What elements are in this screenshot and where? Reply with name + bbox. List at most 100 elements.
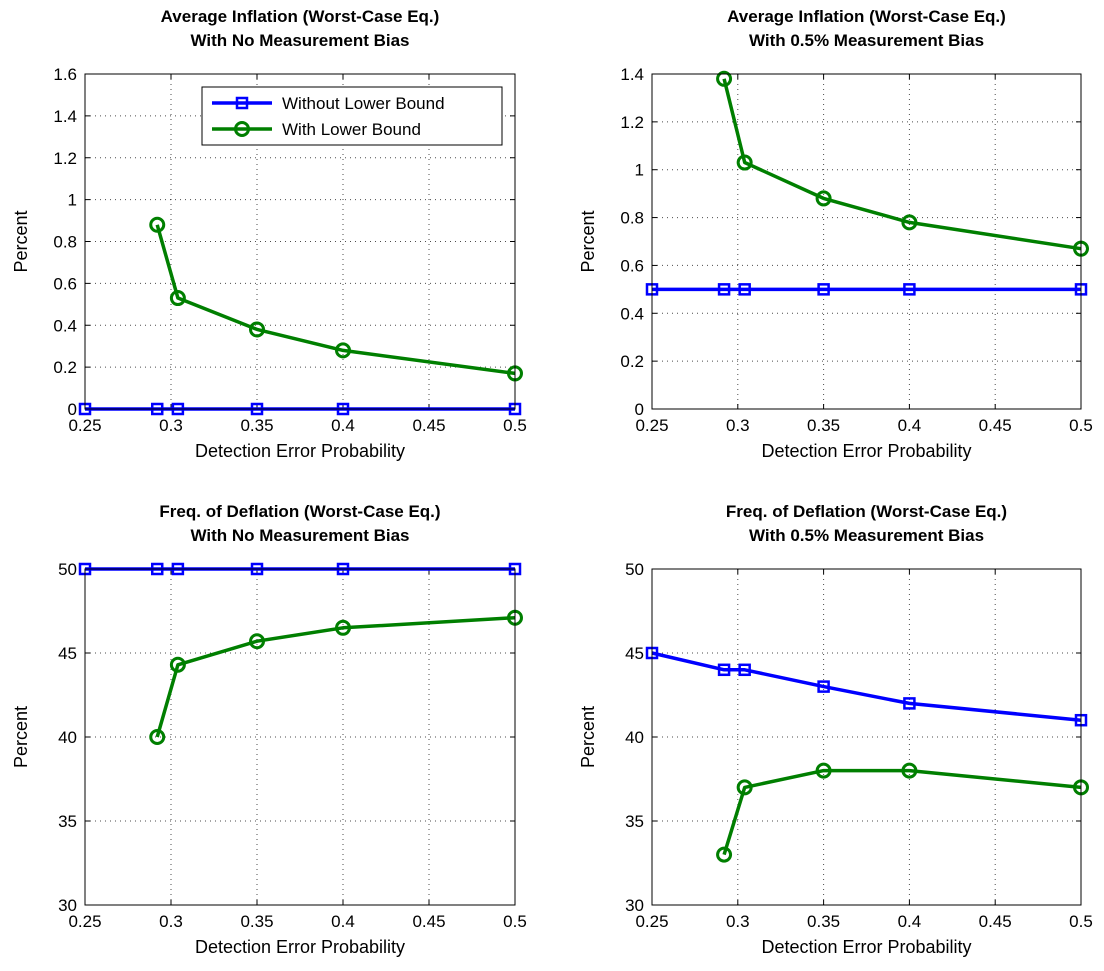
legend-entry-label: With Lower Bound — [282, 120, 421, 139]
legend-entry-label: Without Lower Bound — [282, 94, 445, 113]
y-tick-label: 1.6 — [53, 65, 77, 84]
x-tick-label: 0.3 — [726, 912, 750, 931]
data-point-circle — [335, 619, 351, 636]
legend-marker-circle — [234, 121, 250, 137]
chart-title-line-1: Average Inflation (Worst-Case Eq.) — [727, 7, 1006, 26]
y-tick-label: 30 — [625, 896, 644, 915]
plot-frame — [651, 568, 1082, 906]
y-axis-label: Percent — [578, 706, 598, 768]
x-axis-label: Detection Error Probability — [761, 937, 971, 957]
data-point-circle — [149, 216, 166, 233]
x-tick-label: 0.5 — [503, 912, 527, 931]
x-axis-label: Detection Error Probability — [195, 441, 405, 461]
x-tick-label: 0.45 — [979, 912, 1012, 931]
legend: Without Lower Bound With Lower Bound — [201, 86, 503, 146]
series-line-2 — [155, 224, 516, 376]
x-tick-label: 0.3 — [159, 416, 183, 435]
y-tick-label: 0.4 — [620, 304, 644, 323]
x-tick-label: 0.5 — [1069, 912, 1093, 931]
x-tick-label: 0.4 — [898, 416, 922, 435]
y-tick-label: 35 — [625, 812, 644, 831]
y-tick-label: 50 — [58, 560, 77, 579]
data-point-circle — [815, 190, 832, 207]
y-tick-label: 1 — [635, 161, 644, 180]
x-tick-label: 0.45 — [412, 416, 445, 435]
x-tick-label: 0.25 — [68, 912, 101, 931]
data-point-square — [738, 663, 751, 677]
data-point-circle — [716, 70, 733, 87]
data-point-square — [717, 283, 731, 296]
y-tick-label: 0.4 — [53, 316, 77, 335]
y-tick-label: 35 — [58, 812, 77, 831]
y-tick-label: 1.4 — [53, 107, 77, 126]
chart-title-line-2: With 0.5% Measurement Bias — [749, 526, 984, 545]
y-tick-label: 40 — [625, 728, 644, 747]
series-line-2 — [155, 615, 516, 738]
data-point-square — [903, 697, 916, 710]
y-tick-label: 0 — [68, 400, 77, 419]
data-point-square — [903, 283, 916, 296]
y-tick-label: 0.8 — [620, 209, 644, 228]
y-tick-label: 30 — [58, 896, 77, 915]
plot-area — [652, 74, 1081, 409]
x-tick-label: 0.45 — [979, 416, 1012, 435]
plot-frame — [84, 568, 516, 906]
x-axis-label: Detection Error Probability — [195, 937, 405, 957]
chart-title-line-2: With 0.5% Measurement Bias — [749, 31, 984, 50]
series-line-2 — [722, 768, 1082, 856]
legend-box — [201, 86, 503, 146]
data-point-circle — [169, 656, 186, 673]
data-point-square — [738, 283, 751, 296]
chart-title-line-1: Average Inflation (Worst-Case Eq.) — [161, 7, 440, 26]
x-axis-label: Detection Error Probability — [761, 441, 971, 461]
x-tick-label: 0.4 — [898, 912, 922, 931]
y-axis-label: Percent — [578, 210, 598, 272]
y-tick-label: 0 — [635, 400, 644, 419]
y-tick-label: 0.8 — [53, 233, 77, 252]
plot-frame — [84, 73, 516, 410]
x-tick-label: 0.25 — [635, 416, 668, 435]
series-line-1 — [651, 651, 1082, 722]
chart-title-line-2: With No Measurement Bias — [191, 526, 410, 545]
chart-panel-3: 0.25 0.3 0.35 0.4 0.45 0.5 30 35 40 45 50 Freq. of … — [11, 502, 527, 957]
chart-panel-4: 0.25 0.3 0.35 0.4 0.45 0.5 30 35 40 45 50 Freq. of … — [578, 502, 1093, 957]
y-tick-label: 45 — [625, 644, 644, 663]
chart-title-line-1: Freq. of Deflation (Worst-Case Eq.) — [726, 502, 1007, 521]
x-tick-label: 0.3 — [726, 416, 750, 435]
y-tick-label: 45 — [58, 644, 77, 663]
data-point-circle — [901, 762, 918, 779]
y-tick-label: 1.2 — [620, 113, 644, 132]
x-tick-label: 0.45 — [412, 912, 445, 931]
chart-panel-1: 0.25 0.3 0.35 0.4 0.45 0.5 0 0.2 0.4 0.6 0.8 1 1.2 1.… — [11, 7, 527, 461]
x-tick-label: 0.35 — [240, 416, 273, 435]
y-axis-label: Percent — [11, 210, 31, 272]
chart-panel-2: 0.25 0.3 0.35 0.4 0.45 0.5 0 0.2 0.4 0.6 0.8 1 1.2 1.… — [578, 7, 1093, 461]
x-tick-label: 0.35 — [807, 912, 840, 931]
data-point-circle — [169, 290, 186, 307]
x-tick-label: 0.5 — [503, 416, 527, 435]
x-tick-label: 0.25 — [635, 912, 668, 931]
x-tick-label: 0.4 — [331, 416, 355, 435]
x-tick-label: 0.35 — [240, 912, 273, 931]
y-tick-label: 40 — [58, 728, 77, 747]
x-tick-label: 0.25 — [68, 416, 101, 435]
y-tick-label: 0.6 — [53, 274, 77, 293]
data-point-circle — [815, 762, 832, 779]
chart-title-line-1: Freq. of Deflation (Worst-Case Eq.) — [159, 502, 440, 521]
y-tick-label: 50 — [625, 560, 644, 579]
y-tick-label: 1.2 — [53, 149, 77, 168]
data-point-circle — [901, 214, 918, 231]
data-point-circle — [249, 633, 265, 650]
y-tick-label: 1 — [68, 191, 77, 210]
series-line-2 — [722, 78, 1082, 251]
y-tick-label: 0.2 — [53, 358, 77, 377]
data-point-circle — [716, 846, 733, 863]
y-axis-label: Percent — [11, 706, 31, 768]
y-tick-label: 0.6 — [620, 256, 644, 275]
x-tick-label: 0.5 — [1069, 416, 1093, 435]
data-point-circle — [736, 779, 753, 796]
data-point-square — [817, 283, 830, 296]
data-point-square — [717, 663, 731, 677]
y-tick-label: 1.4 — [620, 65, 644, 84]
